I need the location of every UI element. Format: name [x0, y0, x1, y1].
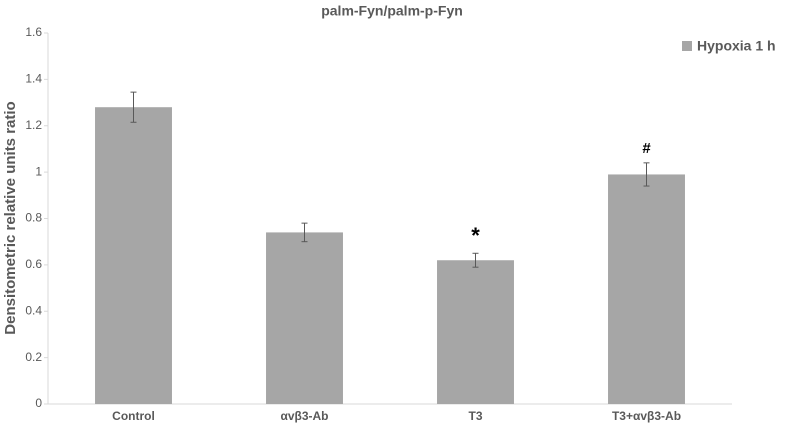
y-tick-label: 1: [35, 164, 42, 178]
error-bar: [301, 222, 308, 243]
x-tick-label: T3+αvβ3-Ab: [612, 409, 681, 423]
y-tick-label: 0.2: [25, 350, 42, 364]
y-tick-label: 0.6: [25, 257, 42, 271]
error-bar: [472, 252, 479, 268]
chart-title: palm-Fyn/palm-p-Fyn: [321, 3, 463, 19]
y-tick-label: 1.2: [25, 118, 42, 132]
y-tick-label: 1.4: [25, 72, 42, 86]
y-axis-label: Densitometric relative units ratio: [2, 101, 19, 334]
annotation: *: [471, 223, 480, 248]
bar: [95, 107, 172, 404]
x-tick-label: T3: [468, 409, 482, 423]
bar: [266, 232, 343, 404]
y-tick-label: 0.8: [25, 211, 42, 225]
x-tick-label: αvβ3-Ab: [280, 409, 328, 423]
bar: [608, 174, 685, 404]
x-tick-label: Control: [112, 409, 155, 423]
annotation: #: [642, 140, 651, 157]
legend-label: Hypoxia 1 h: [697, 38, 776, 54]
bar: [437, 260, 514, 404]
y-tick-label: 1.6: [25, 25, 42, 39]
y-tick-label: 0: [35, 396, 42, 410]
legend-swatch: [682, 41, 692, 51]
error-bar: [643, 162, 650, 187]
y-tick-label: 0.4: [25, 303, 42, 317]
error-bar: [130, 91, 137, 123]
